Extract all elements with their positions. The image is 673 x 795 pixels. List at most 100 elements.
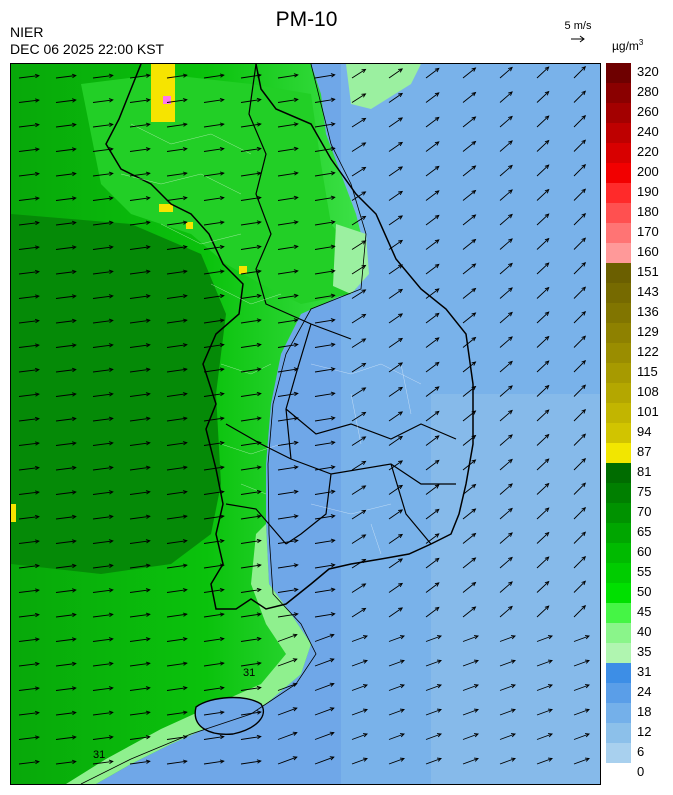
wind-vector-head	[508, 213, 513, 219]
wind-vector	[55, 491, 76, 495]
wind-vector	[462, 459, 476, 471]
wind-vector-head	[581, 188, 587, 194]
wind-vector-head	[473, 635, 479, 640]
wind-vector	[425, 288, 440, 299]
wind-vector-head	[434, 190, 440, 195]
wind-vector	[388, 387, 403, 397]
wind-vector-head	[330, 465, 336, 470]
wind-vector	[18, 344, 39, 348]
wind-vector	[573, 335, 586, 348]
wind-vector	[92, 319, 113, 324]
colorbar-label: 12	[637, 724, 652, 739]
wind-vector-head	[544, 335, 550, 341]
wind-vector	[92, 613, 113, 618]
wind-vector-head	[581, 261, 587, 267]
wind-vector-head	[256, 661, 262, 666]
wind-vector	[277, 392, 298, 397]
wind-vector	[18, 393, 39, 397]
wind-vector-head	[329, 633, 335, 638]
wind-vector-head	[256, 391, 262, 397]
wind-vector	[314, 634, 334, 642]
wind-vector	[499, 410, 513, 422]
wind-vector	[18, 638, 39, 642]
wind-vector	[55, 75, 76, 79]
wind-vector-head	[293, 195, 299, 200]
wind-vector	[425, 558, 440, 569]
wind-vector	[573, 384, 586, 397]
wind-vector	[314, 490, 335, 495]
wind-vector-head	[145, 220, 151, 225]
wind-vector	[92, 687, 113, 691]
wind-vector-head	[71, 196, 77, 201]
wind-vector	[277, 123, 298, 128]
wind-vector	[388, 558, 403, 569]
wind-vector	[55, 222, 76, 226]
wind-vector	[388, 264, 403, 275]
colorbar-label: 0	[637, 764, 645, 779]
wind-vector-head	[398, 435, 404, 441]
wind-vector-head	[34, 318, 40, 324]
colorbar-label: 94	[637, 424, 652, 439]
wind-vector-head	[508, 164, 513, 170]
wind-vector	[92, 197, 113, 201]
wind-vector	[573, 115, 586, 128]
wind-vector-head	[256, 171, 262, 176]
wind-vector	[351, 69, 366, 79]
wind-vector-head	[508, 189, 513, 194]
wind-vector	[277, 319, 298, 324]
wind-vector-head	[471, 165, 477, 170]
wind-vector-head	[256, 685, 262, 691]
wind-vector	[129, 466, 150, 471]
colorbar-segment	[606, 683, 631, 703]
wind-vector-head	[434, 141, 440, 146]
wind-vector-head	[145, 416, 151, 421]
wind-vector-head	[399, 684, 405, 689]
wind-vector	[388, 660, 405, 667]
wind-vector	[166, 344, 187, 348]
wind-vector	[166, 319, 187, 324]
wind-vector	[166, 393, 187, 397]
wind-vector	[388, 191, 403, 201]
wind-vector	[425, 660, 442, 667]
wind-vector	[240, 638, 261, 642]
wind-vector	[351, 583, 366, 593]
wind-vector	[314, 319, 335, 324]
wind-vector	[499, 635, 516, 642]
wind-vector	[462, 733, 479, 740]
wind-vector-head	[581, 163, 587, 169]
wind-vector	[573, 360, 586, 373]
colorbar-segment	[606, 363, 631, 383]
wind-vector-head	[293, 367, 299, 372]
wind-vector-head	[581, 335, 587, 341]
wind-vector-head	[293, 73, 299, 78]
wind-vector	[277, 441, 298, 446]
wind-vector	[240, 74, 261, 79]
wind-vector-head	[108, 416, 114, 421]
wind-vector	[129, 123, 150, 128]
wind-vector-head	[398, 239, 404, 245]
wind-vector-head	[34, 343, 40, 348]
wind-vector-head	[71, 73, 77, 79]
wind-vector-head	[71, 245, 77, 250]
wind-vector	[462, 684, 479, 691]
wind-vector-head	[471, 91, 477, 97]
wind-vector-head	[361, 289, 367, 294]
wind-vector	[314, 515, 335, 520]
wind-vector-head	[34, 661, 40, 667]
wind-vector	[203, 466, 224, 471]
wind-vector	[240, 368, 261, 373]
wind-vector-head	[434, 459, 440, 465]
wind-vector-head	[581, 555, 587, 561]
wind-vector-head	[361, 191, 367, 196]
wind-vector	[388, 709, 405, 716]
wind-vector-head	[508, 360, 513, 366]
wind-vector-head	[584, 757, 590, 762]
wind-vector-head	[182, 416, 188, 421]
wind-vector	[203, 540, 224, 544]
colorbar-label: 180	[637, 204, 659, 219]
wind-vector	[536, 635, 553, 642]
wind-vector-head	[471, 483, 477, 489]
wind-vector	[314, 732, 334, 740]
wind-vector	[351, 289, 366, 299]
wind-vector-head	[292, 633, 298, 638]
